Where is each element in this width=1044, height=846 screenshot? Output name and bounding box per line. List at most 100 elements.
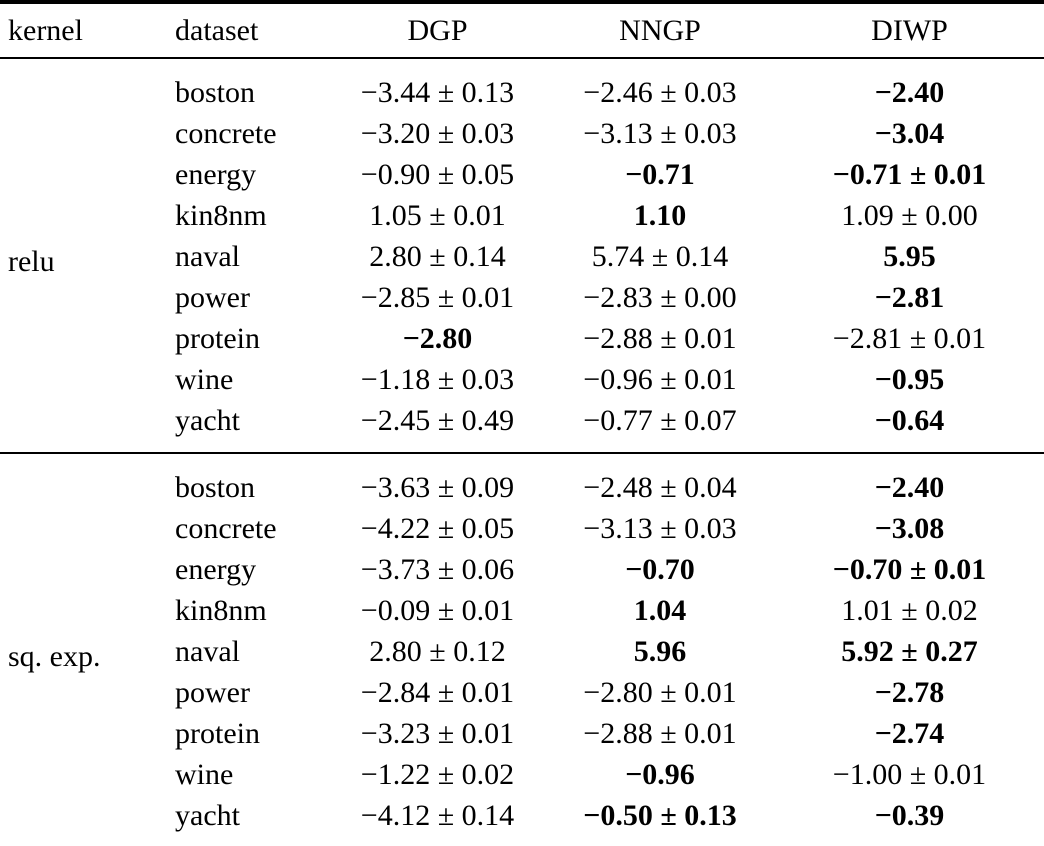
value-cell-diwp: −0.39 bbox=[874, 798, 945, 832]
header-nngp-column: NNGP bbox=[545, 2, 775, 59]
table-row: concrete −4.22 ± 0.05 −3.13 ± 0.03 −3.08 bbox=[0, 508, 1044, 549]
table-row: concrete −3.20 ± 0.03 −3.13 ± 0.03 −3.04 bbox=[0, 113, 1044, 154]
value-cell-diwp: −0.71 ± 0.01 bbox=[832, 157, 987, 191]
value-cell-nngp: −0.70 bbox=[625, 552, 695, 586]
value-cell-dgp: −1.18 ± 0.03 bbox=[360, 362, 515, 396]
value-cell-dgp: −3.20 ± 0.03 bbox=[360, 116, 515, 150]
value-cell-dgp: 2.80 ± 0.12 bbox=[369, 634, 506, 668]
value-cell-diwp: −2.81 ± 0.01 bbox=[832, 321, 987, 355]
dataset-label: wine bbox=[175, 757, 234, 791]
value-cell-nngp: −0.77 ± 0.07 bbox=[583, 403, 737, 437]
table-row: yacht −2.45 ± 0.49 −0.77 ± 0.07 −0.64 bbox=[0, 400, 1044, 453]
dataset-label: concrete bbox=[175, 511, 277, 545]
value-cell-nngp: −2.48 ± 0.04 bbox=[583, 470, 737, 504]
dataset-label: concrete bbox=[175, 116, 277, 150]
table-row: wine −1.22 ± 0.02 −0.96 −1.00 ± 0.01 bbox=[0, 754, 1044, 795]
dataset-label: energy bbox=[175, 157, 257, 191]
header-diwp-column: DIWP bbox=[775, 2, 1044, 59]
header-row: kernel dataset DGP NNGP DIWP bbox=[0, 2, 1044, 59]
table-row: protein −3.23 ± 0.01 −2.88 ± 0.01 −2.74 bbox=[0, 713, 1044, 754]
value-cell-nngp: 1.04 bbox=[633, 593, 687, 627]
header-dgp-column: DGP bbox=[330, 2, 545, 59]
value-cell-nngp: −0.96 bbox=[625, 757, 695, 791]
value-cell-diwp: 5.92 ± 0.27 bbox=[841, 634, 978, 668]
value-cell-diwp: −3.04 bbox=[874, 116, 945, 150]
value-cell-dgp: −2.85 ± 0.01 bbox=[360, 280, 515, 314]
header-dataset-column: dataset bbox=[160, 2, 330, 59]
table-row: relu boston −3.44 ± 0.13 −2.46 ± 0.03 −2.40 bbox=[0, 58, 1044, 279]
table-row: kin8nm 1.05 ± 0.01 1.10 1.09 ± 0.00 bbox=[0, 195, 1044, 236]
dataset-label: boston bbox=[175, 470, 256, 504]
table-row: naval 2.80 ± 0.14 5.74 ± 0.14 5.95 bbox=[0, 236, 1044, 277]
table-row: sq. exp. boston −3.63 ± 0.09 −2.48 ± 0.04 −2… bbox=[0, 453, 1044, 674]
value-cell-diwp: −2.81 bbox=[874, 280, 945, 314]
dataset-label: kin8nm bbox=[175, 198, 267, 232]
dataset-label: yacht bbox=[175, 403, 240, 437]
value-cell-dgp: −4.22 ± 0.05 bbox=[360, 511, 515, 545]
value-cell-nngp: 1.10 bbox=[633, 198, 687, 232]
dataset-label: naval bbox=[175, 239, 240, 273]
table-row: yacht −4.12 ± 0.14 −0.50 ± 0.13 −0.39 bbox=[0, 795, 1044, 846]
dataset-label: boston bbox=[175, 75, 256, 109]
table-row: naval 2.80 ± 0.12 5.96 5.92 ± 0.27 bbox=[0, 631, 1044, 672]
table-row: wine −1.18 ± 0.03 −0.96 ± 0.01 −0.95 bbox=[0, 359, 1044, 400]
table-row: power −2.85 ± 0.01 −2.83 ± 0.00 −2.81 bbox=[0, 277, 1044, 318]
dataset-label: power bbox=[175, 280, 250, 314]
value-cell-diwp: 1.09 ± 0.00 bbox=[841, 198, 978, 232]
value-cell-diwp: −2.74 bbox=[874, 716, 945, 750]
value-cell-dgp: −2.45 ± 0.49 bbox=[360, 403, 515, 437]
dataset-label: power bbox=[175, 675, 250, 709]
value-cell-dgp: −4.12 ± 0.14 bbox=[360, 798, 515, 832]
kernel-group-relu: relu boston −3.44 ± 0.13 −2.46 ± 0.03 −2.40 c… bbox=[0, 58, 1044, 453]
value-cell-diwp: 1.01 ± 0.02 bbox=[841, 593, 978, 627]
value-cell-diwp: 5.95 bbox=[883, 239, 936, 273]
table-row: energy −3.73 ± 0.06 −0.70 −0.70 ± 0.01 bbox=[0, 549, 1044, 590]
table-row: energy −0.90 ± 0.05 −0.71 −0.71 ± 0.01 bbox=[0, 154, 1044, 195]
value-cell-nngp: −2.46 ± 0.03 bbox=[583, 75, 737, 109]
value-cell-dgp: −2.84 ± 0.01 bbox=[360, 675, 515, 709]
value-cell-dgp: −3.63 ± 0.09 bbox=[360, 470, 515, 504]
value-cell-nngp: 5.96 bbox=[633, 634, 687, 668]
table-row: protein −2.80 −2.88 ± 0.01 −2.81 ± 0.01 bbox=[0, 318, 1044, 359]
value-cell-diwp: −3.08 bbox=[874, 511, 945, 545]
dataset-label: naval bbox=[175, 634, 240, 668]
table-row: power −2.84 ± 0.01 −2.80 ± 0.01 −2.78 bbox=[0, 672, 1044, 713]
value-cell-diwp: −0.95 bbox=[874, 362, 945, 396]
value-cell-nngp: −3.13 ± 0.03 bbox=[583, 511, 737, 545]
value-cell-nngp: −2.88 ± 0.01 bbox=[583, 716, 737, 750]
value-cell-diwp: −0.70 ± 0.01 bbox=[832, 552, 987, 586]
value-cell-diwp: −1.00 ± 0.01 bbox=[832, 757, 987, 791]
value-cell-diwp: −2.40 bbox=[874, 470, 945, 504]
value-cell-dgp: −3.44 ± 0.13 bbox=[360, 75, 515, 109]
dataset-label: yacht bbox=[175, 798, 240, 832]
kernel-label: relu bbox=[8, 245, 55, 278]
table-header: kernel dataset DGP NNGP DIWP bbox=[0, 2, 1044, 59]
kernel-label: sq. exp. bbox=[8, 640, 101, 673]
value-cell-nngp: −2.83 ± 0.00 bbox=[583, 280, 737, 314]
dataset-label: protein bbox=[175, 716, 260, 750]
dataset-label: protein bbox=[175, 321, 260, 355]
table-row: kin8nm −0.09 ± 0.01 1.04 1.01 ± 0.02 bbox=[0, 590, 1044, 631]
value-cell-dgp: −0.09 ± 0.01 bbox=[360, 593, 515, 627]
value-cell-nngp: −3.13 ± 0.03 bbox=[583, 116, 737, 150]
value-cell-diwp: −0.64 bbox=[874, 403, 945, 437]
value-cell-dgp: −3.73 ± 0.06 bbox=[360, 552, 515, 586]
value-cell-dgp: −3.23 ± 0.01 bbox=[360, 716, 515, 750]
value-cell-dgp: −0.90 ± 0.05 bbox=[360, 157, 515, 191]
value-cell-nngp: −2.88 ± 0.01 bbox=[583, 321, 737, 355]
value-cell-dgp: −1.22 ± 0.02 bbox=[360, 757, 515, 791]
value-cell-nngp: 5.74 ± 0.14 bbox=[591, 239, 729, 273]
dataset-label: energy bbox=[175, 552, 257, 586]
value-cell-dgp: 2.80 ± 0.14 bbox=[369, 239, 506, 273]
kernel-group-sq-exp: sq. exp. boston −3.63 ± 0.09 −2.48 ± 0.04 −2… bbox=[0, 453, 1044, 846]
value-cell-nngp: −0.71 bbox=[625, 157, 695, 191]
dataset-label: kin8nm bbox=[175, 593, 267, 627]
value-cell-nngp: −0.50 ± 0.13 bbox=[583, 798, 737, 832]
value-cell-dgp: 1.05 ± 0.01 bbox=[369, 198, 506, 232]
value-cell-diwp: −2.40 bbox=[874, 75, 945, 109]
value-cell-nngp: −0.96 ± 0.01 bbox=[583, 362, 737, 396]
value-cell-diwp: −2.78 bbox=[874, 675, 945, 709]
value-cell-dgp: −2.80 bbox=[402, 321, 473, 355]
